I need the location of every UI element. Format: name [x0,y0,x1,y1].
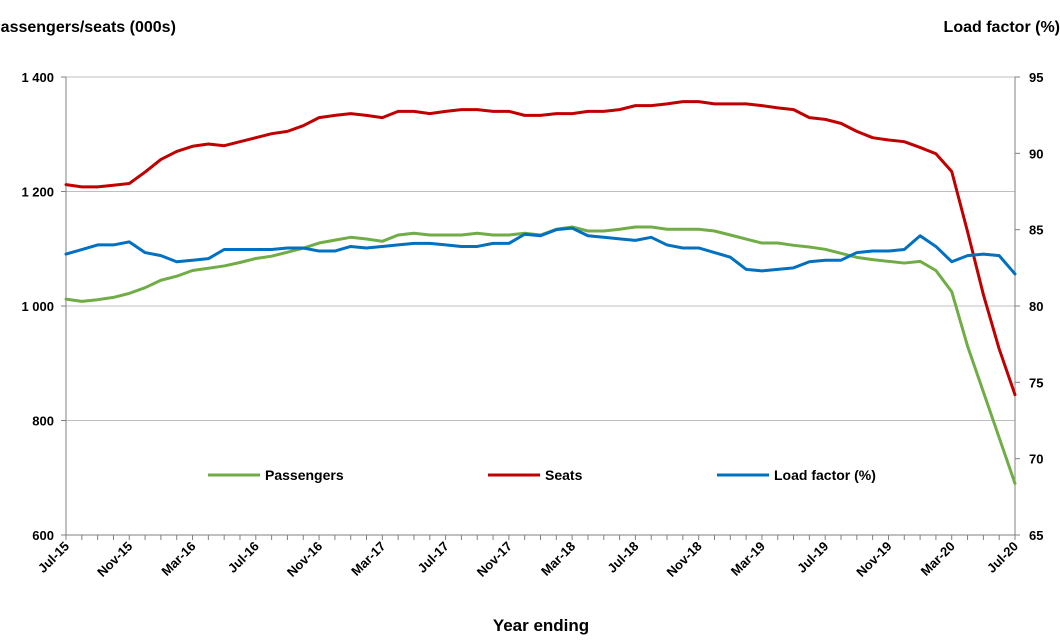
x-tick-label: Jul-20 [984,539,1021,576]
left-tick-label: 1 400 [21,70,54,85]
x-tick-label: Nov-19 [853,539,894,580]
right-tick-label: 70 [1029,452,1043,467]
x-tick-label: Jul-15 [35,539,72,576]
right-axis-ticks: 65 70 75 80 85 90 95 [1015,70,1043,543]
series-line-load-factor [64,226,1017,276]
x-tick-label: Mar-18 [538,539,578,579]
x-axis-title: Year ending [493,616,589,635]
right-tick-label: 80 [1029,299,1043,314]
left-axis-title: Passengers/seats (000s) [0,19,176,36]
gridlines [66,76,1015,421]
right-axis-title: Load factor (%) [944,19,1060,36]
x-tick-label: Nov-16 [284,539,325,580]
x-axis-ticks: Jul-15 Nov-15 Mar-16 Jul-16 Nov-16 Mar-17 Jul-… [35,535,1021,580]
x-tick-label: Mar-20 [918,539,958,579]
series-lines [64,100,1017,485]
legend-label: Seats [545,467,583,483]
right-tick-label: 75 [1029,375,1043,390]
x-tick-label: Nov-17 [474,539,515,580]
x-tick-label: Jul-18 [604,539,641,576]
right-tick-label: 95 [1029,70,1043,85]
left-tick-label: 1 200 [21,185,54,200]
x-tick-label: Mar-16 [158,539,198,579]
left-axis-ticks: 600 800 1 000 1 200 1 400 [21,70,66,543]
legend: Passengers Seats Load factor (%) [208,467,876,483]
x-tick-label: Nov-15 [94,539,135,580]
x-tick-label: Mar-19 [728,539,768,579]
series-line-seats [64,100,1017,397]
x-tick-label: Jul-19 [794,539,831,576]
left-tick-label: 800 [32,414,54,429]
right-tick-label: 85 [1029,223,1043,238]
x-tick-label: Nov-18 [664,539,705,580]
legend-label: Passengers [265,467,344,483]
left-tick-label: 1 000 [21,299,54,314]
right-tick-label: 65 [1029,528,1043,543]
legend-label: Load factor (%) [774,467,876,483]
x-tick-label: Jul-16 [225,539,262,576]
right-tick-label: 90 [1029,146,1043,161]
x-tick-label: Mar-17 [348,539,388,579]
left-tick-label: 600 [32,528,54,543]
series-line-passengers [64,225,1017,485]
x-tick-label: Jul-17 [415,539,452,576]
